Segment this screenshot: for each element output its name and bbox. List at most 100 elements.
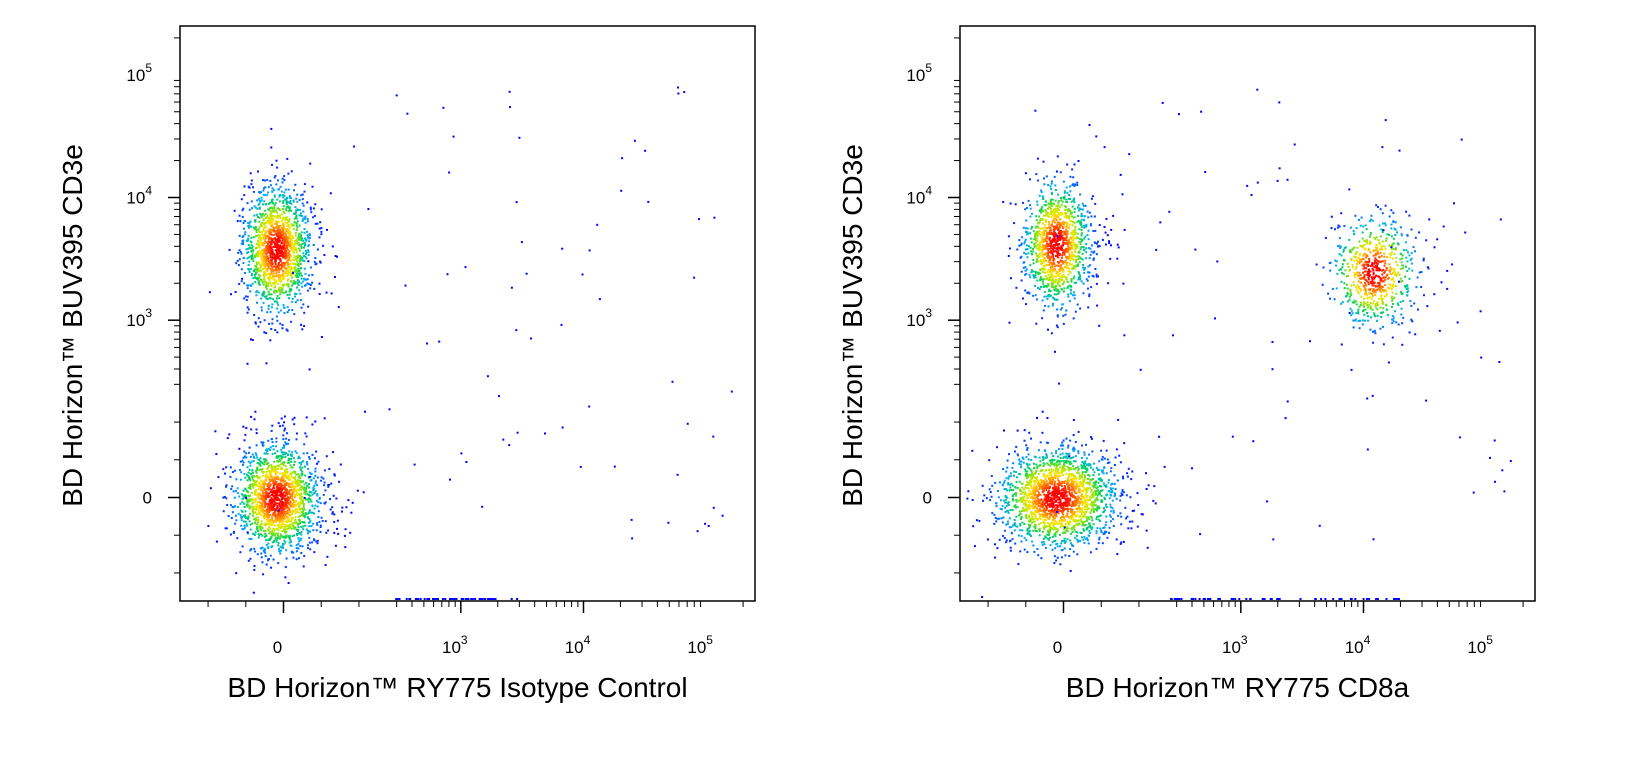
event-point: [240, 280, 243, 283]
event-point: [293, 488, 296, 491]
event-point: [270, 429, 273, 432]
event-point: [246, 479, 249, 482]
event-point: [277, 460, 280, 463]
event-point: [247, 515, 250, 518]
event-point: [1020, 255, 1023, 258]
event-point: [1056, 243, 1059, 246]
event-point: [1382, 343, 1385, 346]
event-point: [280, 483, 283, 486]
event-point: [277, 529, 280, 532]
event-point: [1375, 204, 1378, 207]
event-point: [1029, 237, 1032, 240]
event-point: [253, 483, 256, 486]
event-point: [1034, 241, 1037, 244]
event-point: [263, 250, 266, 253]
event-point: [255, 231, 258, 233]
event-point: [296, 485, 299, 488]
event-point: [276, 243, 279, 246]
event-point: [270, 240, 273, 243]
event-point: [1052, 279, 1055, 282]
event-point: [282, 304, 285, 307]
y-tick-label: 0: [143, 489, 152, 508]
event-point: [1371, 264, 1374, 267]
event-point: [267, 496, 270, 499]
event-point: [1062, 226, 1065, 229]
data-points: [207, 86, 733, 600]
event-point: [1041, 195, 1044, 198]
event-point: [1050, 242, 1053, 245]
event-point: [1411, 320, 1414, 323]
event-point: [263, 193, 266, 196]
event-point: [1363, 274, 1366, 277]
event-point: [1020, 279, 1023, 282]
event-point: [1069, 271, 1072, 274]
event-point: [1347, 275, 1350, 277]
event-point: [254, 226, 257, 229]
event-point: [1373, 237, 1376, 240]
event-point: [1054, 209, 1057, 212]
event-point: [1078, 256, 1081, 259]
event-point: [1041, 255, 1044, 258]
event-point: [284, 221, 287, 224]
event-point: [264, 240, 267, 243]
event-point: [276, 509, 278, 512]
event-point: [265, 452, 268, 455]
event-point: [1073, 281, 1076, 284]
event-point: [259, 506, 262, 509]
event-point: [299, 299, 302, 302]
event-point: [1079, 193, 1082, 196]
event-point: [263, 280, 266, 283]
event-point: [464, 266, 467, 269]
event-point: [269, 448, 271, 451]
event-point: [291, 495, 294, 498]
event-point: [1369, 328, 1372, 331]
event-point: [1372, 276, 1375, 279]
event-point: [313, 487, 316, 490]
event-point: [620, 189, 623, 192]
event-point: [276, 234, 278, 237]
event-point: [1358, 254, 1361, 257]
event-point: [270, 503, 273, 506]
event-point: [277, 467, 279, 470]
event-point: [264, 524, 267, 527]
event-point: [304, 490, 307, 493]
event-point: [249, 523, 252, 526]
event-point: [257, 197, 260, 200]
event-point: [257, 291, 260, 294]
event-point: [250, 428, 253, 431]
event-point: [1054, 250, 1057, 253]
event-point: [263, 503, 266, 506]
event-point: [298, 214, 301, 217]
event-point: [260, 488, 263, 491]
event-point: [303, 443, 306, 446]
event-point: [250, 473, 253, 475]
event-point: [319, 524, 322, 527]
event-point: [1082, 292, 1085, 295]
event-point: [254, 277, 257, 280]
event-point: [261, 546, 264, 549]
event-point: [306, 452, 309, 455]
event-point: [293, 242, 296, 245]
event-point: [318, 236, 321, 239]
event-point: [281, 530, 284, 532]
event-point: [255, 235, 258, 237]
event-point: [262, 203, 264, 206]
event-point: [305, 435, 308, 438]
event-point: [347, 499, 350, 502]
event-point: [1077, 160, 1080, 162]
event-point: [1396, 264, 1399, 267]
event-point: [259, 270, 261, 273]
event-point: [238, 468, 241, 471]
event-point: [277, 283, 280, 285]
event-point: [1057, 200, 1060, 203]
event-point: [273, 514, 276, 517]
event-point: [395, 598, 398, 600]
event-point: [272, 230, 275, 233]
event-point: [1023, 240, 1026, 243]
event-point: [271, 487, 274, 490]
event-point: [1374, 254, 1377, 257]
event-point: [286, 432, 289, 435]
event-point: [273, 204, 276, 206]
event-point: [1037, 273, 1040, 276]
event-point: [293, 239, 296, 242]
